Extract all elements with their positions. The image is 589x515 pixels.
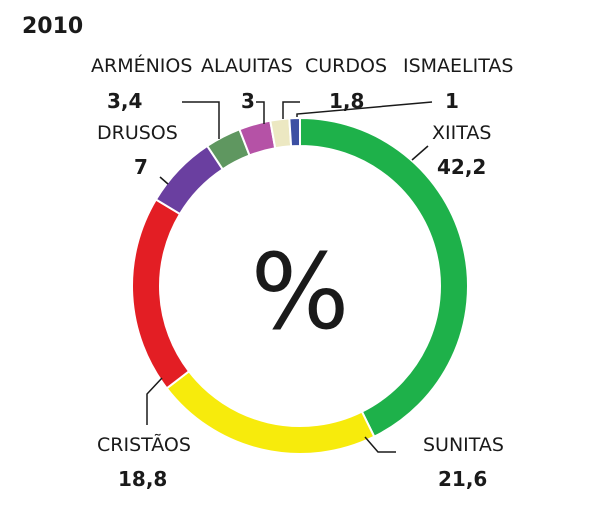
label-sunitas: SUNITAS [423,434,504,456]
leader-cristaos [146,377,163,425]
leader-sunitas [364,436,396,453]
label-ismaelitas: ISMAELITAS [403,55,513,77]
label-curdos: CURDOS [305,55,387,77]
label-cristaos: CRISTÃOS [97,433,191,456]
chart-title: 2010 [22,14,83,39]
leader-armenios [182,101,220,139]
label-alauitas: ALAUITAS [201,55,293,77]
value-cristaos: 18,8 [118,467,167,491]
leader-xiitas [411,145,429,161]
slice-sunitas [165,369,376,455]
donut-slices [131,116,469,455]
value-curdos: 1,8 [329,89,364,113]
value-sunitas: 21,6 [438,467,487,491]
center-label: % [251,231,350,353]
slice-drusos [154,144,225,216]
leader-drusos [159,176,169,185]
leader-alauitas [256,101,265,124]
slice-ismaelitas [288,116,301,148]
label-drusos: DRUSOS [97,122,178,144]
slice-cristaos [131,198,191,390]
value-armenios: 3,4 [107,89,142,113]
label-armenios: ARMÉNIOS [91,54,192,77]
leader-curdos [282,101,300,119]
value-ismaelitas: 1 [445,89,459,113]
value-alauitas: 3 [241,89,255,113]
leader-ismaelitas [296,101,433,117]
value-drusos: 7 [134,155,148,179]
value-xiitas: 42,2 [437,155,486,179]
label-xiitas: XIITAS [432,122,491,144]
